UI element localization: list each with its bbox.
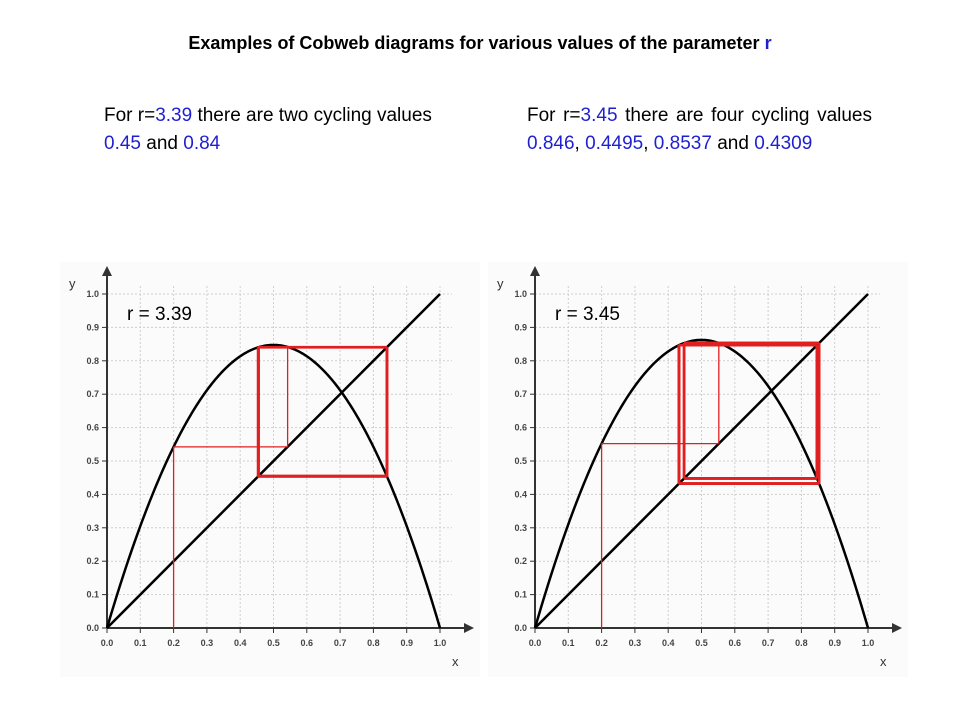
page-title: Examples of Cobweb diagrams for various … — [0, 33, 960, 54]
cobweb-chart-svg: 0.0 0.1 0.2 0.3 0.4 0.5 0.6 0.7 0.8 0.9 1.0 0.0 0.1 0… — [60, 262, 480, 677]
y-tick-label: 0.3 — [514, 523, 527, 533]
caption-cycle-value: 0.846 — [527, 133, 575, 154]
y-tick-label: 0.7 — [86, 389, 99, 399]
x-tick-label: 0.1 — [134, 638, 147, 648]
y-tick-label: 0.7 — [514, 389, 527, 399]
y-tick-label: 1.0 — [514, 289, 527, 299]
x-tick-label: 0.0 — [101, 638, 114, 648]
r-value-label: r = 3.45 — [555, 304, 620, 325]
caption-right: For r=3.45 there are four cycling values… — [527, 102, 872, 158]
identity-line — [106, 293, 441, 629]
x-tick-label: 0.7 — [762, 638, 775, 648]
x-tick-label: 0.3 — [629, 638, 642, 648]
x-tick-label: 0.2 — [167, 638, 180, 648]
y-tick-label: 0.9 — [86, 322, 99, 332]
caption-text: For r= — [104, 105, 156, 126]
caption-r-value: 3.39 — [155, 105, 193, 126]
caption-text: and — [711, 133, 755, 154]
y-tick-label: 0.2 — [86, 556, 99, 566]
x-tick-label: 0.6 — [729, 638, 742, 648]
x-axis-label: x — [880, 654, 887, 669]
y-axis-arrow — [102, 266, 112, 276]
x-tick-label: 0.3 — [201, 638, 214, 648]
cobweb-plot-right: 0.0 0.1 0.2 0.3 0.4 0.5 0.6 0.7 0.8 0.9 1.0 0.0 0.1 0… — [488, 262, 908, 677]
caption-r-value: 3.45 — [580, 105, 618, 126]
y-tick-label: 0.5 — [86, 456, 99, 466]
caption-cycle-value: 0.45 — [104, 133, 141, 154]
y-tick-label: 0.5 — [514, 456, 527, 466]
y-tick-label: 0.1 — [86, 590, 99, 600]
y-axis-label: y — [69, 276, 76, 291]
x-tick-label: 0.1 — [562, 638, 575, 648]
x-tick-label: 0.2 — [595, 638, 608, 648]
cobweb-chart-svg: 0.0 0.1 0.2 0.3 0.4 0.5 0.6 0.7 0.8 0.9 1.0 0.0 0.1 0… — [488, 262, 908, 677]
y-tick-label: 0.0 — [86, 623, 99, 633]
y-tick-label: 0.1 — [514, 590, 527, 600]
y-tick-label: 0.9 — [514, 322, 527, 332]
y-tick-label: 0.3 — [86, 523, 99, 533]
logistic-map-curve — [533, 338, 870, 629]
x-tick-label: 0.9 — [828, 638, 841, 648]
x-axis-arrow — [892, 623, 902, 633]
y-tick-label: 0.6 — [86, 423, 99, 433]
y-tick-label: 0.8 — [86, 356, 99, 366]
plot-background — [488, 262, 908, 677]
x-tick-label: 0.8 — [795, 638, 808, 648]
caption-cycle-value: 0.8537 — [653, 133, 712, 154]
title-parameter: r — [764, 33, 772, 53]
y-tick-label: 0.2 — [514, 556, 527, 566]
x-tick-label: 1.0 — [434, 638, 447, 648]
x-tick-label: 0.4 — [234, 638, 247, 648]
x-tick-label: 0.0 — [529, 638, 542, 648]
plot-background — [60, 262, 480, 677]
x-tick-label: 0.4 — [662, 638, 675, 648]
x-tick-label: 0.8 — [367, 638, 380, 648]
x-tick-label: 0.7 — [334, 638, 347, 648]
caption-cycle-value: 0.4495 — [585, 133, 644, 154]
logistic-map-curve — [105, 343, 442, 629]
y-axis-label: y — [497, 276, 504, 291]
caption-separator: , — [574, 133, 586, 154]
identity-line — [534, 293, 869, 629]
y-tick-label: 0.6 — [514, 423, 527, 433]
y-tick-label: 0.8 — [514, 356, 527, 366]
caption-text: For r= — [527, 105, 581, 126]
y-tick-label: 0.0 — [514, 623, 527, 633]
x-tick-label: 0.5 — [267, 638, 280, 648]
caption-text: there are four cycling values — [617, 105, 873, 126]
x-tick-label: 0.9 — [400, 638, 413, 648]
x-axis-arrow — [464, 623, 474, 633]
caption-text: and — [140, 133, 184, 154]
cobweb-plot-left: 0.0 0.1 0.2 0.3 0.4 0.5 0.6 0.7 0.8 0.9 1.0 0.0 0.1 0… — [60, 262, 480, 677]
caption-left: For r=3.39 there are two cycling values … — [104, 102, 454, 158]
y-tick-label: 0.4 — [86, 489, 99, 499]
r-value-label: r = 3.39 — [127, 304, 192, 325]
x-tick-label: 1.0 — [862, 638, 875, 648]
y-axis-arrow — [530, 266, 540, 276]
title-text: Examples of Cobweb diagrams for various … — [188, 33, 765, 53]
x-tick-label: 0.5 — [695, 638, 708, 648]
caption-separator: , — [643, 133, 654, 154]
y-tick-label: 1.0 — [86, 289, 99, 299]
caption-cycle-value: 0.4309 — [754, 133, 813, 154]
x-axis-label: x — [452, 654, 459, 669]
x-tick-label: 0.6 — [301, 638, 314, 648]
y-tick-label: 0.4 — [514, 489, 527, 499]
caption-text: there are two cycling values — [192, 105, 432, 126]
caption-cycle-value: 0.84 — [183, 133, 221, 154]
